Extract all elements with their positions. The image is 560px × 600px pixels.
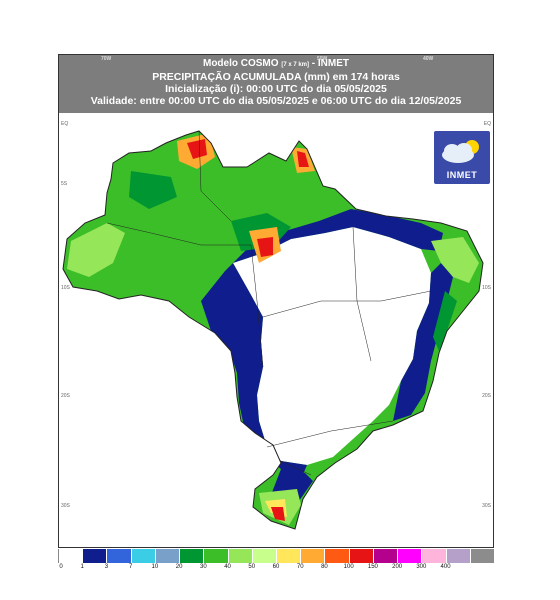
lat-tick: 10S	[482, 285, 491, 291]
weather-cloud-sun-icon	[442, 140, 479, 163]
colorbar-swatch	[372, 549, 398, 563]
northeast-coast-rain	[431, 237, 479, 283]
colorbar-label: 80	[321, 564, 328, 570]
colorbar-swatch	[130, 549, 155, 563]
south-red	[271, 507, 285, 521]
colorbar-swatch	[251, 549, 276, 563]
initialization-text: Inicialização (i): 00:00 UTC do dia 05/0…	[165, 83, 387, 95]
amapa-red	[297, 151, 309, 167]
lat-tick: 30S	[61, 503, 70, 509]
colorbar-label: 7	[128, 564, 133, 570]
model-name: Modelo COSMO	[202, 58, 279, 69]
dry-region	[233, 227, 431, 465]
model-source: - INMET	[311, 58, 350, 69]
colorbar-swatch	[469, 549, 494, 563]
light-rain-band	[201, 209, 443, 479]
colorbar-swatch	[348, 549, 373, 563]
color-scale: 0 1 3 7 10 20 30 40 50 60 70 80 100 150 200 300 400	[58, 549, 494, 571]
amazon-red	[257, 237, 273, 257]
colorbar-swatch	[324, 549, 349, 563]
colorbar-swatch	[106, 549, 131, 563]
lat-tick: 20S	[482, 393, 491, 399]
amazon-dark-green	[129, 171, 177, 209]
colorbar-label: 0	[59, 564, 63, 570]
colorbar-label: 300	[416, 564, 427, 570]
colorbar-label: 70	[296, 564, 304, 570]
colorbar-swatch	[154, 549, 180, 563]
model-resolution: [7 x 7 km]	[281, 62, 310, 68]
precipitation-map	[62, 130, 484, 530]
east-coast-band	[393, 263, 453, 421]
east-coast-rain	[433, 291, 457, 351]
state-borders	[106, 130, 432, 476]
lat-tick: EQ	[483, 121, 491, 127]
colorbar-swatch	[397, 549, 422, 563]
colorbar-label: 200	[392, 564, 403, 570]
colorbar-swatch	[203, 549, 228, 563]
colorbar-swatch	[445, 549, 470, 563]
colorbar-label: 50	[248, 564, 256, 570]
colorbar-swatch	[227, 549, 252, 563]
product-title: PRECIPITAÇÃO ACUMULADA (mm) em 174 horas	[152, 71, 400, 83]
colorbar-label: 150	[367, 564, 378, 570]
colorbar-label: 100	[343, 564, 354, 570]
west-amazon-rain	[67, 223, 125, 277]
precipitation-fields	[67, 133, 479, 525]
inmet-logo: INMET	[434, 131, 490, 184]
colorbar-swatch	[58, 549, 83, 563]
colorbar-swatch	[421, 549, 446, 563]
model-title: Modelo COSMO [7 x 7 km] - INMET	[59, 58, 493, 71]
colorbar-swatch	[300, 549, 325, 563]
colorbar-label: 60	[272, 564, 280, 570]
colorbar-label: 40	[224, 564, 231, 570]
lon-tick: 70W	[101, 56, 112, 62]
validity-text: Validade: entre 00:00 UTC do dia 05/05/2…	[90, 95, 462, 107]
colorbar-swatch	[82, 549, 107, 563]
colorbar-label: 20	[175, 564, 183, 570]
lat-tick: 20S	[61, 393, 70, 399]
lon-tick: 50W	[317, 56, 328, 62]
lon-tick: 40W	[423, 56, 434, 62]
colorbar-label: 1	[80, 564, 84, 570]
map-frame: 70W 50W 40W Modelo COSMO [7 x 7 km] - IN…	[58, 54, 494, 548]
map-header: 70W 50W 40W Modelo COSMO [7 x 7 km] - IN…	[59, 55, 493, 113]
colorbar-swatch	[179, 549, 204, 563]
logo-text: INMET	[446, 170, 478, 180]
colorbar-label: 400	[440, 564, 451, 570]
colorbar-label: 30	[199, 564, 207, 570]
lat-tick: 10S	[61, 285, 70, 291]
colorbar-label: 3	[104, 564, 109, 570]
lat-tick: 30S	[482, 503, 491, 509]
lat-tick: EQ	[61, 121, 69, 127]
roraima-red	[187, 139, 207, 159]
colorbar-swatch	[276, 549, 301, 563]
colorbar-label: 10	[151, 564, 159, 570]
lat-tick: 5S	[61, 181, 68, 187]
